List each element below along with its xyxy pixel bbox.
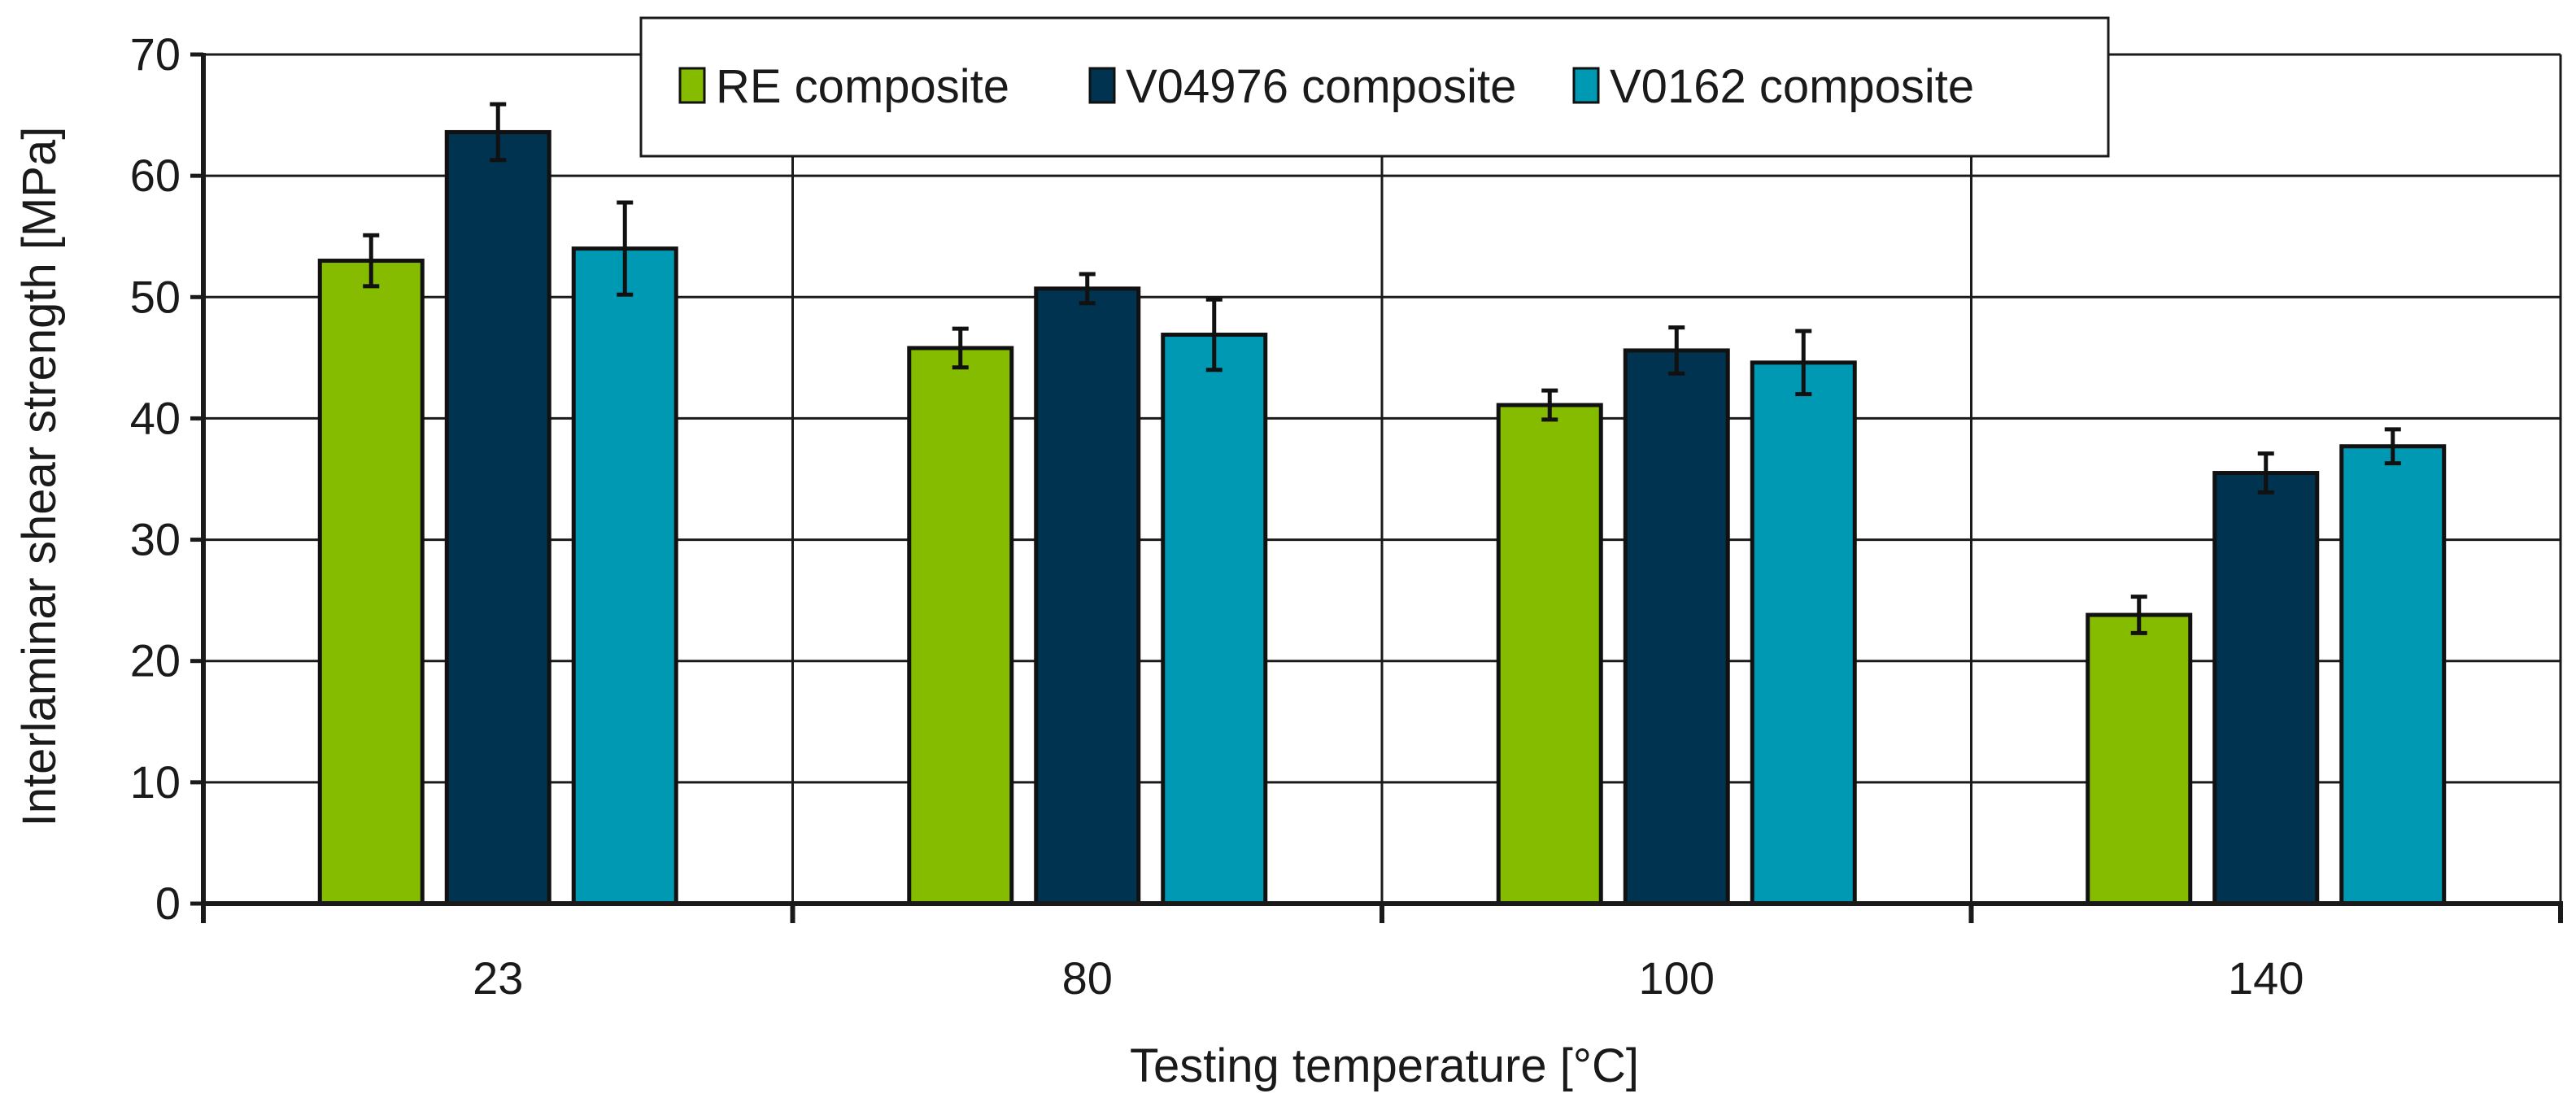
y-tick-label: 10 <box>130 756 181 808</box>
bar <box>907 346 1014 906</box>
axis-layer: 0 10 20 30 40 50 60 70 23 80 100 140 <box>130 28 2563 1004</box>
y-tick-label: 30 <box>130 514 181 565</box>
x-tick-label: 23 <box>473 952 523 1004</box>
legend-swatch <box>1088 67 1116 104</box>
bar <box>1750 360 1857 906</box>
legend-label: V04976 composite <box>1126 60 1516 113</box>
bar <box>1623 348 1730 906</box>
legend-swatch <box>1572 67 1600 104</box>
legend-items: RE composite V04976 composite V0162 compos… <box>678 60 1974 113</box>
y-tick-label: 0 <box>155 878 181 929</box>
y-axis-title: Interlaminar shear strength [MPa] <box>13 127 66 827</box>
y-tick-label: 50 <box>130 271 181 322</box>
y-tick-label: 40 <box>130 392 181 443</box>
grid-layer <box>203 53 2562 904</box>
bar <box>444 129 551 906</box>
legend-label: RE composite <box>716 60 1009 113</box>
legend-swatch <box>678 67 706 104</box>
x-tick-label: 140 <box>2228 952 2304 1004</box>
y-tick-label: 20 <box>130 635 181 686</box>
x-axis-title: Testing temperature [°C] <box>1130 1039 1639 1092</box>
bar <box>571 246 678 906</box>
x-tick-label: 80 <box>1062 952 1113 1004</box>
bar <box>1496 403 1603 906</box>
bar <box>1161 333 1268 906</box>
bar <box>2339 444 2447 906</box>
bar-layer <box>317 102 2447 906</box>
legend-label: V0162 composite <box>1610 60 1974 113</box>
x-tick-label: 100 <box>1639 952 1715 1004</box>
legend: RE composite V04976 composite V0162 compos… <box>639 16 2110 158</box>
bar <box>2212 471 2320 906</box>
bar <box>1034 286 1141 906</box>
legend-box <box>639 16 2110 158</box>
y-tick-label: 60 <box>130 150 181 201</box>
bar <box>317 259 425 906</box>
bar <box>2086 612 2193 906</box>
y-tick-label: 70 <box>130 28 181 80</box>
